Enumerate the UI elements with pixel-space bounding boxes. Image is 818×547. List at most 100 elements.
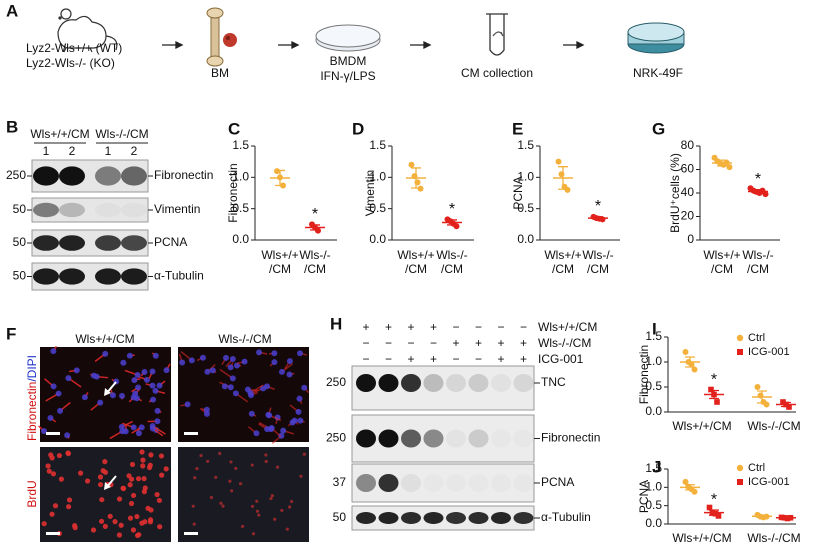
nucleus [66,504,72,510]
nucleus [140,457,146,463]
y-axis-label: Fibronectin [226,163,240,222]
y-tick-label: 1.5 [645,329,662,343]
treatment-sign: + [430,352,437,366]
nucleus [251,532,256,536]
nucleus [264,426,271,433]
nucleus [134,532,141,539]
mw-marker: 37 [333,475,347,489]
nucleus [134,513,140,520]
nucleus [159,472,165,478]
nucleus [228,479,232,483]
error-bar [781,516,791,519]
nucleus [154,407,161,414]
y-axis-label: PCNA [511,176,525,209]
error-bar [447,219,457,226]
nucleus [287,505,292,509]
error-bar [685,484,695,491]
nucleus [130,527,137,533]
error-bar [685,356,695,368]
nucleus [126,352,133,359]
nucleus [102,350,109,357]
nucleus [156,382,163,389]
treatment-sign: + [475,336,482,350]
band [59,235,85,251]
band [491,512,511,524]
mw-marker: 250 [326,375,346,389]
nucleus [232,390,239,397]
arrow-head [104,388,111,396]
band [95,235,121,251]
nucleus [57,407,64,414]
scale-bar [46,432,60,435]
band [356,512,376,524]
nucleus [47,414,54,421]
band [401,374,421,392]
error-bar [717,159,727,167]
nucleus [102,459,108,465]
protein-label: Fibronectin [541,431,600,445]
x-tick-label: /CM [304,262,326,276]
nucleus [120,359,127,366]
nucleus [46,468,52,474]
step-label: IFN-γ/LPS [320,69,375,83]
nucleus [41,428,48,435]
x-tick-label: Wls-/- [742,248,773,262]
band [446,429,466,448]
nucleus [152,352,159,359]
y-tick-label: 0.5 [517,201,534,215]
band [491,430,511,448]
nucleus [248,410,255,417]
y-axis-label: Vimentin [363,170,377,216]
error-bar [753,189,763,194]
treatment-sign: + [407,352,414,366]
nucleus [295,408,302,415]
nucleus [297,417,304,424]
y-axis-label: BrdU⁺cells (%) [668,153,682,233]
nucleus [199,454,203,458]
nucleus [52,503,59,509]
nucleus [135,476,142,482]
significance: * [449,201,455,218]
band [468,374,489,392]
nucleus [109,392,116,399]
band [95,268,121,285]
mw-marker: 250 [6,168,26,182]
nucleus [238,482,243,486]
nucleus [255,509,260,513]
nucleus [129,461,136,468]
nucleus [253,430,260,437]
point [706,504,713,511]
nucleus [199,354,206,361]
y-tick-label: 0.5 [645,379,662,393]
nucleus [278,432,285,439]
nucleus [147,462,153,468]
band [423,429,444,448]
nucleus [143,376,150,383]
nucleus [227,384,234,391]
y-tick-label: 20 [681,209,695,223]
y-axis-label: Fibronectin [637,345,651,404]
step-label: BMDM [330,54,367,68]
point [715,513,722,519]
mw-marker: 250 [326,431,346,445]
nucleus [209,495,214,500]
y-tick-label: 1.5 [645,461,662,475]
band [423,374,444,392]
micrograph [178,447,309,542]
nucleus [64,432,71,439]
step-label: CM collection [461,66,533,80]
significance: * [711,491,717,508]
y-tick-label: 0.0 [369,232,386,246]
band [468,512,489,524]
x-tick-label: /CM [441,262,463,276]
nucleus [81,394,88,401]
point [762,191,769,198]
panel-label: B [6,117,18,136]
nucleus [285,527,289,531]
treatment-sign: − [430,336,437,350]
y-tick-label: 40 [681,185,695,199]
nucleus [209,367,216,374]
band [33,268,59,285]
protein-label: α-Tubulin [154,269,204,283]
y-tick-label: 0.5 [369,201,386,215]
